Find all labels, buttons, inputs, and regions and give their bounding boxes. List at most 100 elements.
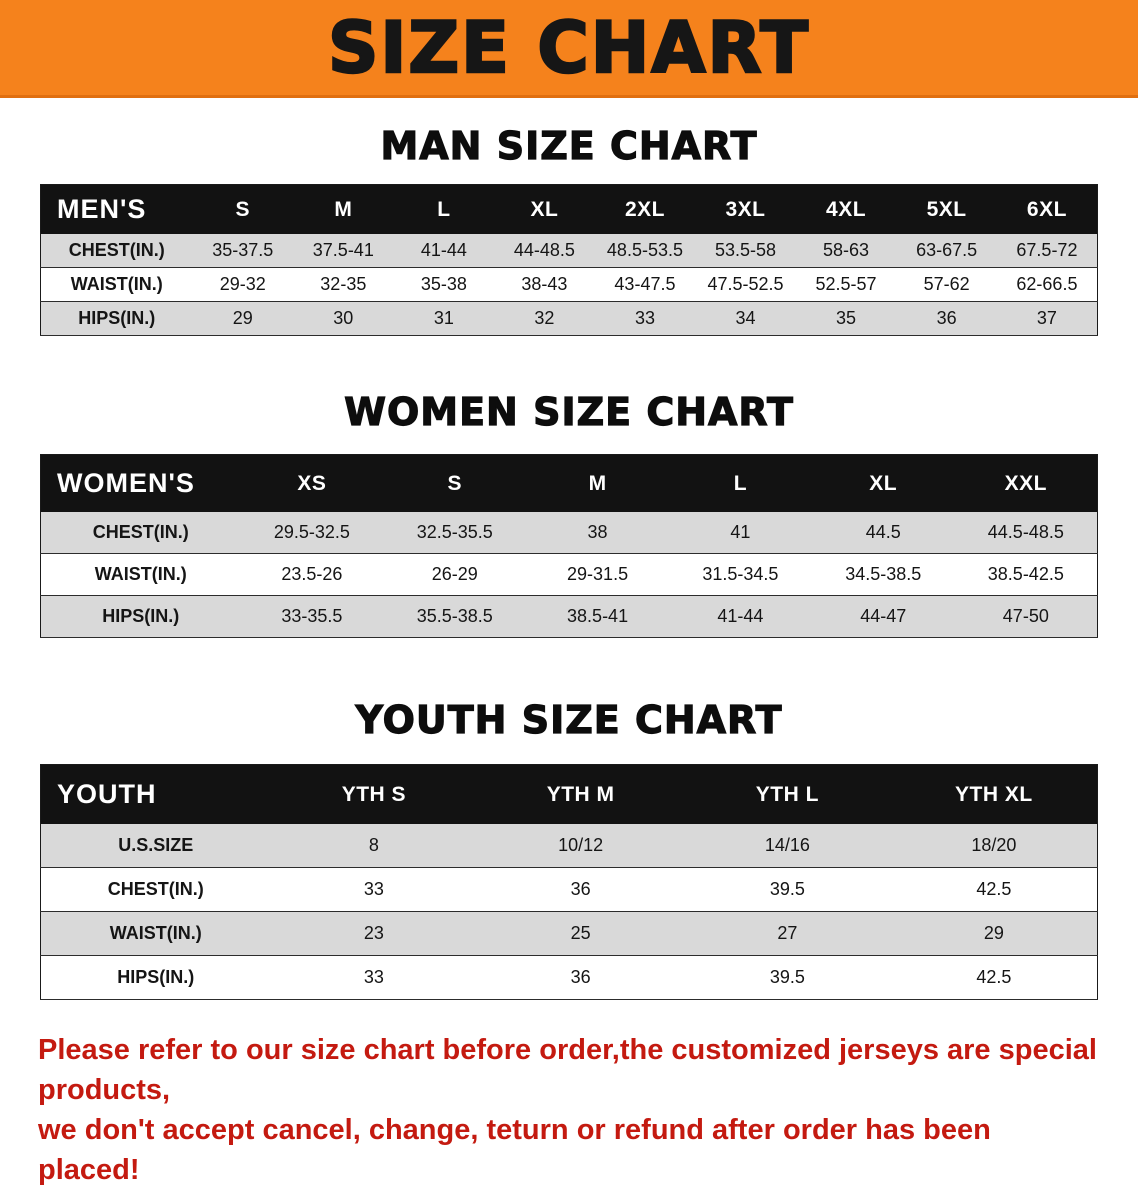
column-header: 5XL (896, 184, 997, 234)
table-cell: 33 (363, 879, 384, 899)
banner-title: SIZE CHART (327, 5, 811, 90)
table-cell: 47-50 (1002, 606, 1049, 626)
column-header: XS (240, 454, 384, 512)
table-cell: 34.5-38.5 (845, 564, 922, 584)
column-header: M (293, 184, 394, 234)
youth-size-table: YOUTH YTH S YTH M YTH L YTH XL U.S.SIZE 8 10/12… (40, 764, 1098, 1000)
row-label: WAIST(IN.) (94, 564, 187, 584)
column-header: S (383, 454, 527, 512)
row-label: WAIST(IN.) (109, 923, 202, 943)
table-cell: 35.5-38.5 (416, 606, 493, 626)
table-cell: 23.5-26 (281, 564, 343, 584)
table-cell: 34 (735, 308, 756, 328)
table-cell: 29.5-32.5 (273, 522, 350, 542)
table-cell: 31 (433, 308, 454, 328)
table-cell: 36 (570, 967, 591, 987)
table-cell: 32 (534, 308, 555, 328)
table-header-row: WOMEN'S XS S M L XL XXL (40, 454, 1098, 512)
table-cell: 42.5 (976, 967, 1012, 987)
table-cell: 29-31.5 (567, 564, 629, 584)
table-cell: 29 (232, 308, 253, 328)
table-cell: 29 (983, 923, 1004, 943)
column-header: 4XL (795, 184, 897, 234)
column-header: S (192, 184, 294, 234)
table-row: WAIST(IN.) 23.5-26 26-29 29-31.5 31.5-34.5 34… (40, 553, 1098, 596)
women-section-title: WOMEN SIZE CHART (343, 389, 794, 434)
column-header: YTH S (270, 764, 478, 824)
table-cell: 27 (777, 923, 798, 943)
table-cell: 43-47.5 (614, 274, 676, 294)
table-cell: 47.5-52.5 (707, 274, 784, 294)
table-cell: 31.5-34.5 (702, 564, 779, 584)
table-cell: 63-67.5 (916, 240, 978, 260)
table-cell: 53.5-58 (714, 240, 777, 260)
disclaimer-line-1: Please refer to our size chart before or… (38, 1034, 1097, 1107)
men-section-title: MAN SIZE CHART (380, 123, 758, 168)
table-corner-label: MEN'S (40, 184, 193, 234)
men-size-table: MEN'S S M L XL 2XL 3XL 4XL 5XL 6XL CHEST(IN.) 35-37… (40, 184, 1098, 336)
table-cell: 44.5-48.5 (987, 522, 1064, 542)
table-cell: 44-48.5 (513, 240, 575, 260)
table-cell: 38-43 (521, 274, 568, 294)
column-header: L (668, 454, 812, 512)
youth-section-title: YOUTH SIZE CHART (355, 697, 783, 742)
column-header: 2XL (594, 184, 696, 234)
column-header: YTH M (477, 764, 684, 824)
table-cell: 42.5 (976, 879, 1012, 899)
table-row: HIPS(IN.) 29 30 31 32 33 34 35 36 37 (40, 301, 1098, 336)
table-cell: 33 (634, 308, 655, 328)
women-size-table: WOMEN'S XS S M L XL XXL CHEST(IN.) 29.5-32.5 32.5… (40, 454, 1098, 638)
table-corner-label: YOUTH (40, 764, 271, 824)
table-row: CHEST(IN.) 29.5-32.5 32.5-35.5 38 41 44.5 44.5… (40, 512, 1098, 554)
table-cell: 29-32 (219, 274, 266, 294)
table-header-row: MEN'S S M L XL 2XL 3XL 4XL 5XL 6XL (40, 184, 1098, 234)
column-header: XXL (954, 454, 1098, 512)
table-cell: 41 (730, 522, 751, 542)
table-corner-label: WOMEN'S (40, 454, 241, 512)
table-cell: 41-44 (717, 606, 764, 626)
row-label: CHEST(IN.) (107, 879, 204, 899)
table-cell: 37 (1036, 308, 1057, 328)
table-cell: 35-37.5 (212, 240, 274, 260)
table-header-row: YOUTH YTH S YTH M YTH L YTH XL (40, 764, 1098, 824)
column-header: YTH L (684, 764, 891, 824)
table-cell: 62-66.5 (1016, 274, 1078, 294)
table-cell: 35-38 (420, 274, 467, 294)
table-cell: 23 (363, 923, 384, 943)
row-label: U.S.SIZE (118, 835, 194, 855)
column-header: XL (811, 454, 955, 512)
table-cell: 35 (836, 308, 857, 328)
table-cell: 26-29 (431, 564, 478, 584)
table-cell: 37.5-41 (312, 240, 374, 260)
column-header: L (393, 184, 495, 234)
column-header: M (526, 454, 669, 512)
table-cell: 30 (333, 308, 354, 328)
table-cell: 39.5 (769, 879, 805, 899)
table-cell: 33-35.5 (281, 606, 343, 626)
table-cell: 58-63 (823, 240, 870, 260)
row-label: HIPS(IN.) (102, 606, 180, 626)
disclaimer-text: Please refer to our size chart before or… (0, 1030, 1138, 1190)
table-cell: 32.5-35.5 (416, 522, 493, 542)
row-label: CHEST(IN.) (68, 240, 165, 260)
column-header: XL (494, 184, 595, 234)
table-cell: 14/16 (764, 835, 810, 855)
table-row: WAIST(IN.) 23 25 27 29 (40, 911, 1098, 956)
table-cell: 36 (570, 879, 591, 899)
table-row: CHEST(IN.) 35-37.5 37.5-41 41-44 44-48.5 48.5… (40, 234, 1098, 268)
table-cell: 38 (587, 522, 608, 542)
table-cell: 67.5-72 (1016, 240, 1078, 260)
table-cell: 8 (368, 835, 379, 855)
disclaimer-line-2: we don't accept cancel, change, teturn o… (38, 1114, 991, 1187)
table-cell: 38.5-41 (567, 606, 629, 626)
table-cell: 39.5 (769, 967, 805, 987)
table-cell: 44.5 (865, 522, 901, 542)
row-label: HIPS(IN.) (117, 967, 195, 987)
row-label: HIPS(IN.) (78, 308, 156, 328)
table-row: CHEST(IN.) 33 36 39.5 42.5 (40, 867, 1098, 912)
table-cell: 38.5-42.5 (987, 564, 1064, 584)
table-cell: 48.5-53.5 (606, 240, 683, 260)
table-cell: 25 (570, 923, 591, 943)
table-row: HIPS(IN.) 33 36 39.5 42.5 (40, 955, 1098, 1000)
women-size-chart-section: WOMEN SIZE CHART WOMEN'S XS S M L XL XXL CHEST(… (0, 389, 1138, 638)
